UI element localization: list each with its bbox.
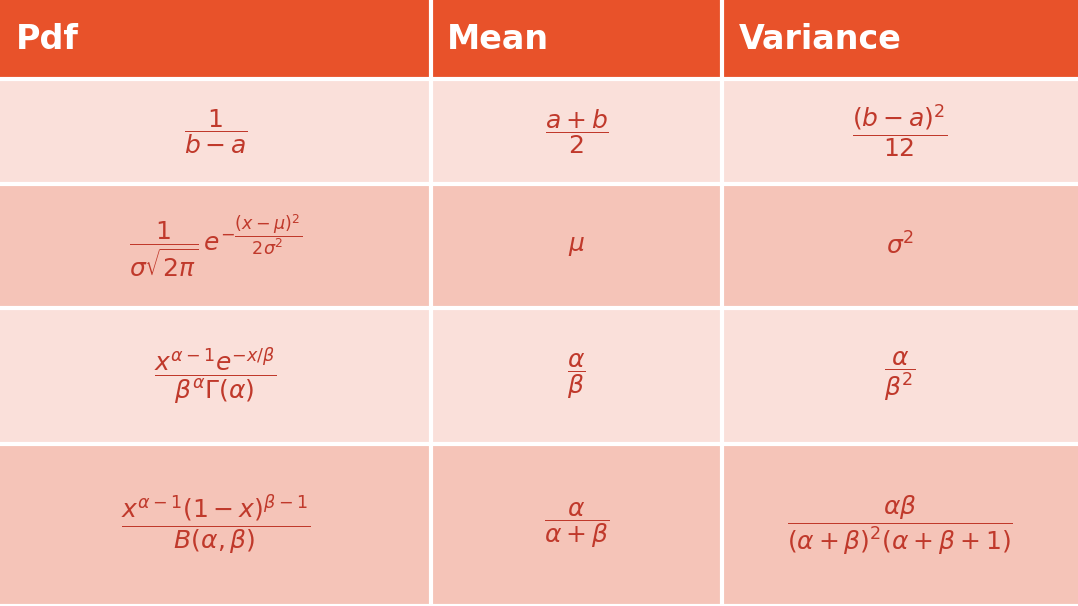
Bar xyxy=(0,0,431,79)
Text: Mean: Mean xyxy=(447,23,550,56)
Text: $\dfrac{1}{b-a}$: $\dfrac{1}{b-a}$ xyxy=(183,107,248,156)
Bar xyxy=(0,184,431,308)
Bar xyxy=(431,184,722,308)
Bar xyxy=(0,444,431,606)
Bar xyxy=(722,79,1078,184)
Text: $\dfrac{\alpha}{\beta^2}$: $\dfrac{\alpha}{\beta^2}$ xyxy=(884,350,916,402)
Text: Pdf: Pdf xyxy=(16,23,79,56)
Bar xyxy=(431,308,722,444)
Text: $\dfrac{\alpha}{\alpha+\beta}$: $\dfrac{\alpha}{\alpha+\beta}$ xyxy=(544,500,609,550)
Text: $\dfrac{x^{\alpha-1}(1-x)^{\beta-1}}{B(\alpha,\beta)}$: $\dfrac{x^{\alpha-1}(1-x)^{\beta-1}}{B(\… xyxy=(121,493,310,558)
Bar xyxy=(722,444,1078,606)
Text: $\dfrac{(b-a)^2}{12}$: $\dfrac{(b-a)^2}{12}$ xyxy=(853,103,948,160)
Text: $\dfrac{x^{\alpha-1}e^{-x/\beta}}{\beta^{\alpha}\Gamma(\alpha)}$: $\dfrac{x^{\alpha-1}e^{-x/\beta}}{\beta^… xyxy=(154,345,277,407)
Text: $\dfrac{\alpha}{\beta}$: $\dfrac{\alpha}{\beta}$ xyxy=(567,351,586,401)
Bar xyxy=(0,79,431,184)
Bar xyxy=(722,184,1078,308)
Text: $\dfrac{\alpha\beta}{(\alpha+\beta)^2(\alpha+\beta+1)}$: $\dfrac{\alpha\beta}{(\alpha+\beta)^2(\a… xyxy=(787,493,1013,557)
Bar xyxy=(722,308,1078,444)
Text: $\dfrac{1}{\sigma\sqrt{2\pi}}\,e^{-\dfrac{(x-\mu)^2}{2\sigma^2}}$: $\dfrac{1}{\sigma\sqrt{2\pi}}\,e^{-\dfra… xyxy=(129,213,302,279)
Text: $\sigma^2$: $\sigma^2$ xyxy=(886,232,914,259)
Text: Variance: Variance xyxy=(738,23,901,56)
Bar xyxy=(431,0,722,79)
Text: $\mu$: $\mu$ xyxy=(568,234,585,258)
Bar xyxy=(0,308,431,444)
Bar xyxy=(431,79,722,184)
Text: $\dfrac{a+b}{2}$: $\dfrac{a+b}{2}$ xyxy=(544,107,609,156)
Bar xyxy=(431,444,722,606)
Bar xyxy=(722,0,1078,79)
